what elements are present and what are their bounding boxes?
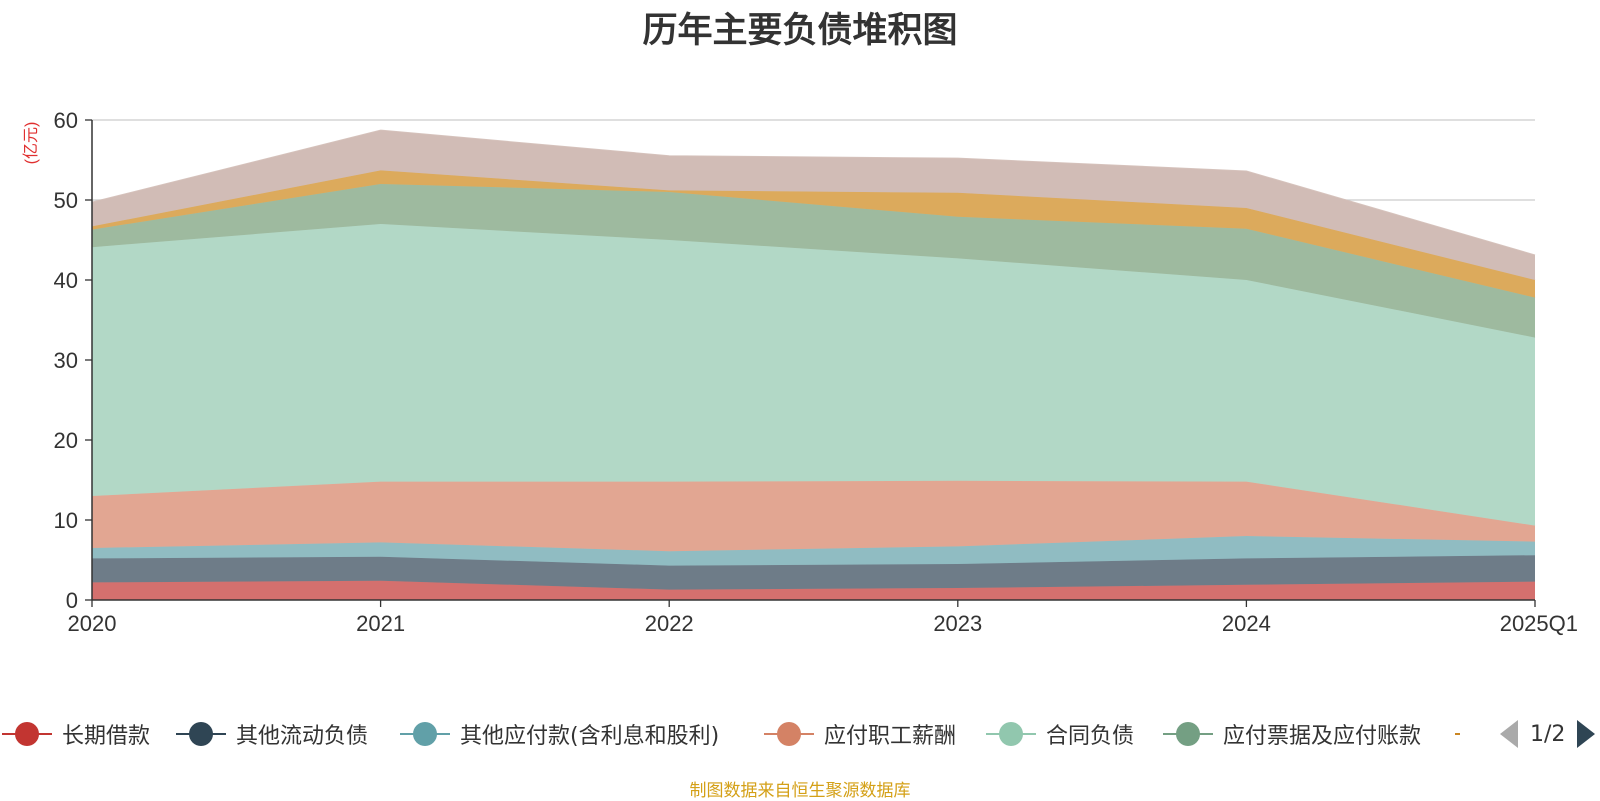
area-series-7[interactable] [92, 170, 1535, 298]
area-series-1[interactable] [92, 580, 1535, 600]
area-series-5[interactable] [92, 224, 1535, 526]
area-series-3[interactable] [92, 536, 1535, 566]
legend-item[interactable]: 长期借款 [2, 712, 150, 756]
legend-marker-icon [764, 722, 814, 746]
legend-label: 长期借款 [62, 724, 151, 749]
x-tick-label: 2020 [68, 611, 117, 636]
legend-item[interactable]: 合同负债 [986, 712, 1134, 756]
legend-marker-icon [1163, 722, 1213, 746]
legend-item[interactable]: 其他流动负债 [176, 712, 368, 756]
legend-label: 应付票据及应付账款 [1223, 724, 1422, 749]
y-tick-label: 40 [54, 268, 78, 293]
legend-item[interactable] [1455, 712, 1460, 756]
legend-label: 其他流动负债 [236, 724, 369, 749]
y-tick-label: 20 [54, 428, 78, 453]
legend-item[interactable]: 其他应付款(含利息和股利) [400, 712, 719, 756]
legend-marker-icon [400, 722, 450, 746]
legend-item[interactable]: 应付职工薪酬 [764, 712, 956, 756]
y-tick-label: 10 [54, 508, 78, 533]
area-series-8[interactable] [92, 130, 1535, 280]
legend: 长期借款 其他流动负债 其他应付款(含利息和股利) 应付职工薪酬 合同负债 应付票据及应付… [0, 712, 1600, 756]
legend-label: 其他应付款(含利息和股利) [460, 724, 720, 749]
source-note: 制图数据来自恒生聚源数据库 [689, 781, 911, 801]
y-axis-unit-label: (亿元) [22, 122, 40, 165]
area-series-6[interactable] [92, 184, 1535, 338]
x-tick-label: 2024 [1222, 611, 1271, 636]
legend-pager: 1/2 [1500, 712, 1596, 756]
legend-item[interactable]: 应付票据及应付账款 [1163, 712, 1421, 756]
legend-next-page-icon[interactable] [1577, 720, 1596, 748]
legend-marker-icon [1455, 722, 1460, 746]
x-tick-label: 2022 [645, 611, 694, 636]
y-tick-label: 30 [54, 348, 78, 373]
legend-marker-icon [986, 722, 1036, 746]
legend-label: 应付职工薪酬 [824, 724, 957, 749]
area-series-4[interactable] [92, 480, 1535, 552]
legend-prev-page-icon[interactable] [1500, 720, 1518, 748]
x-tick-label: 2021 [356, 611, 405, 636]
legend-items: 长期借款 其他流动负债 其他应付款(含利息和股利) 应付职工薪酬 合同负债 应付票据及应付… [0, 712, 1460, 756]
y-tick-label: 50 [54, 188, 78, 213]
legend-page-indicator: 1/2 [1530, 721, 1566, 747]
x-tick-label: 2025Q1 [1500, 611, 1578, 636]
area-series-line-8 [91, 129, 1536, 256]
chart-title: 历年主要负债堆积图 [642, 11, 958, 51]
area-series [91, 129, 1536, 600]
legend-marker-icon [176, 722, 226, 746]
y-tick-label: 60 [54, 108, 78, 133]
legend-label: 合同负债 [1046, 724, 1135, 749]
area-series-2[interactable] [92, 555, 1535, 590]
legend-marker-icon [2, 722, 52, 746]
axes: 0 10 20 30 40 50 60 2020 2021 2022 2023 2024 2025Q1 [54, 108, 1578, 636]
x-tick-label: 2023 [933, 611, 982, 636]
area-series-line-7 [91, 169, 1536, 281]
y-tick-label: 0 [66, 588, 78, 613]
